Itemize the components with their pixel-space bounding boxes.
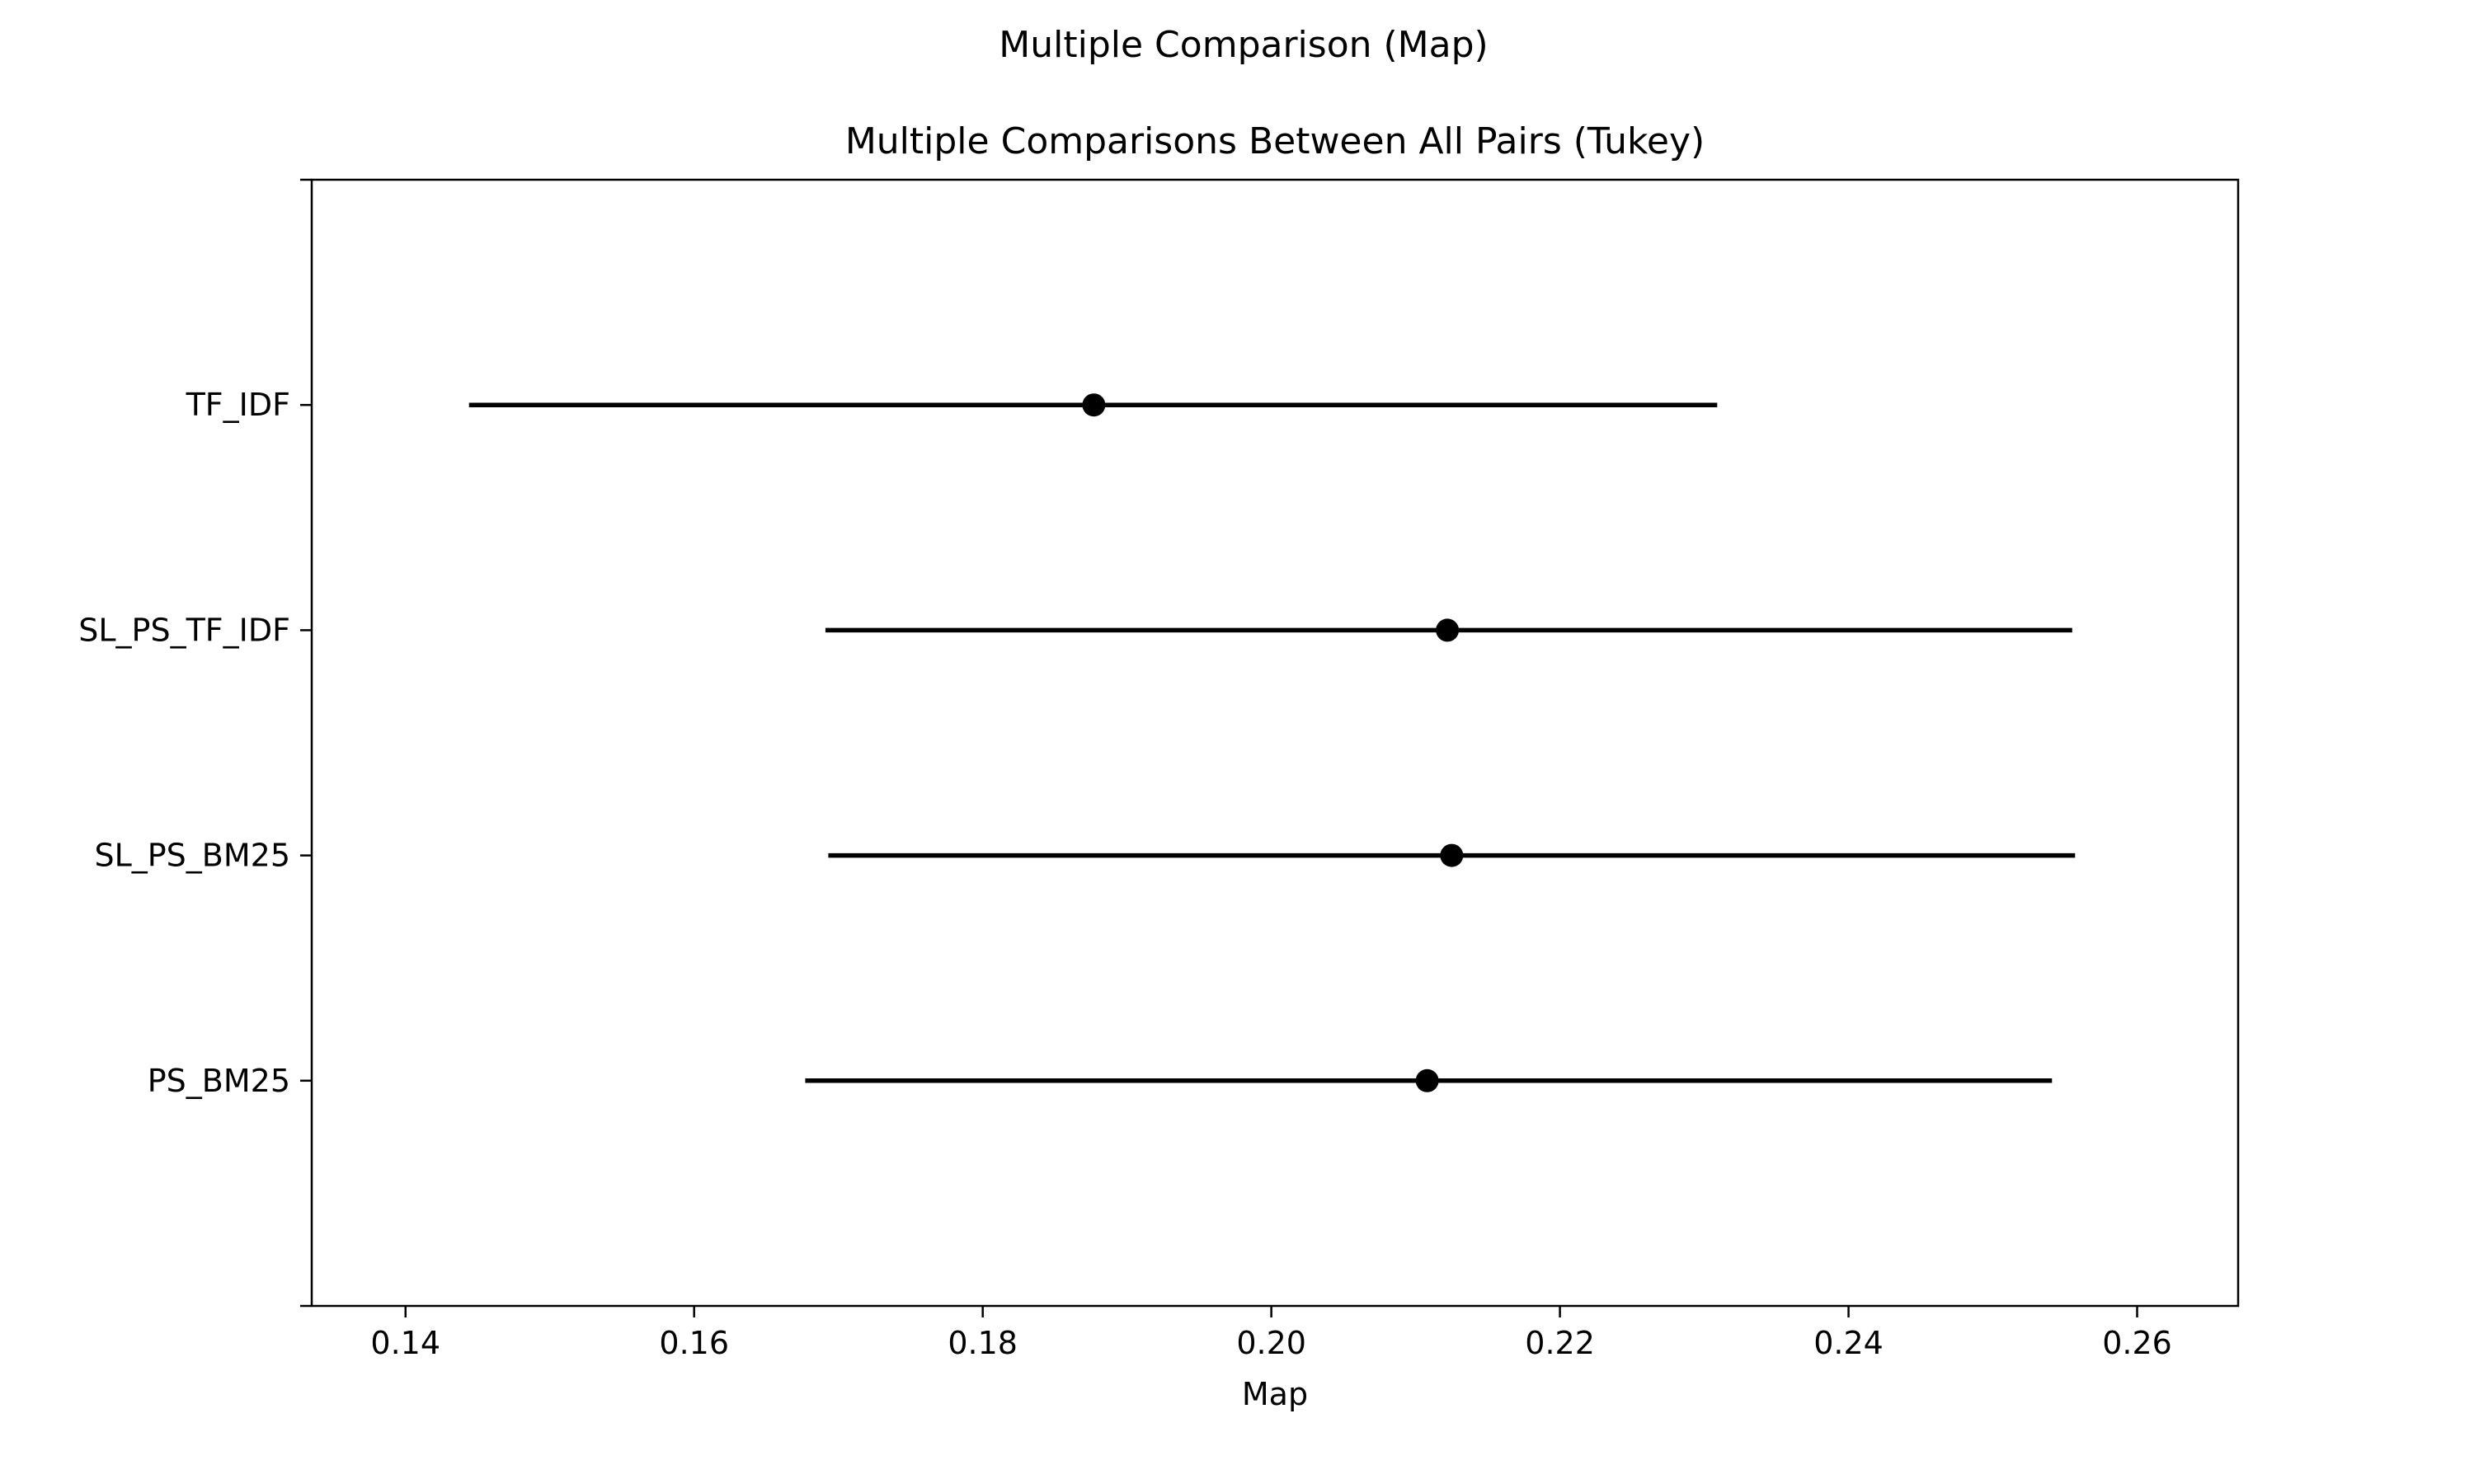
mean-marker [1082, 393, 1106, 417]
mean-marker [1436, 618, 1460, 642]
y-tick-label: SL_PS_TF_IDF [78, 612, 290, 648]
mean-marker [1415, 1068, 1439, 1092]
x-tick-label: 0.22 [1525, 1325, 1595, 1361]
y-tick-label: TF_IDF [186, 387, 290, 423]
plot-area: 0.14 0.16 0.18 0.20 0.22 0.24 0.26 TF_IDF SL_PS_… [78, 178, 2240, 1361]
mean-marker [1440, 843, 1464, 867]
plot-frame [310, 178, 2240, 1308]
x-tick-label: 0.16 [659, 1325, 729, 1361]
chart-title: Multiple Comparisons Between All Pairs (… [845, 120, 1705, 162]
x-tick-label: 0.20 [1236, 1325, 1306, 1361]
x-tick-label: 0.14 [370, 1325, 440, 1361]
figure-suptitle: Multiple Comparison (Map) [999, 24, 1488, 66]
y-tick-label: SL_PS_BM25 [94, 838, 290, 874]
x-axis-label: Map [1242, 1376, 1308, 1412]
x-tick-label: 0.24 [1813, 1325, 1884, 1361]
x-tick-label: 0.18 [948, 1325, 1018, 1361]
x-tick-label: 0.26 [2102, 1325, 2172, 1361]
y-tick-label: PS_BM25 [148, 1063, 290, 1099]
